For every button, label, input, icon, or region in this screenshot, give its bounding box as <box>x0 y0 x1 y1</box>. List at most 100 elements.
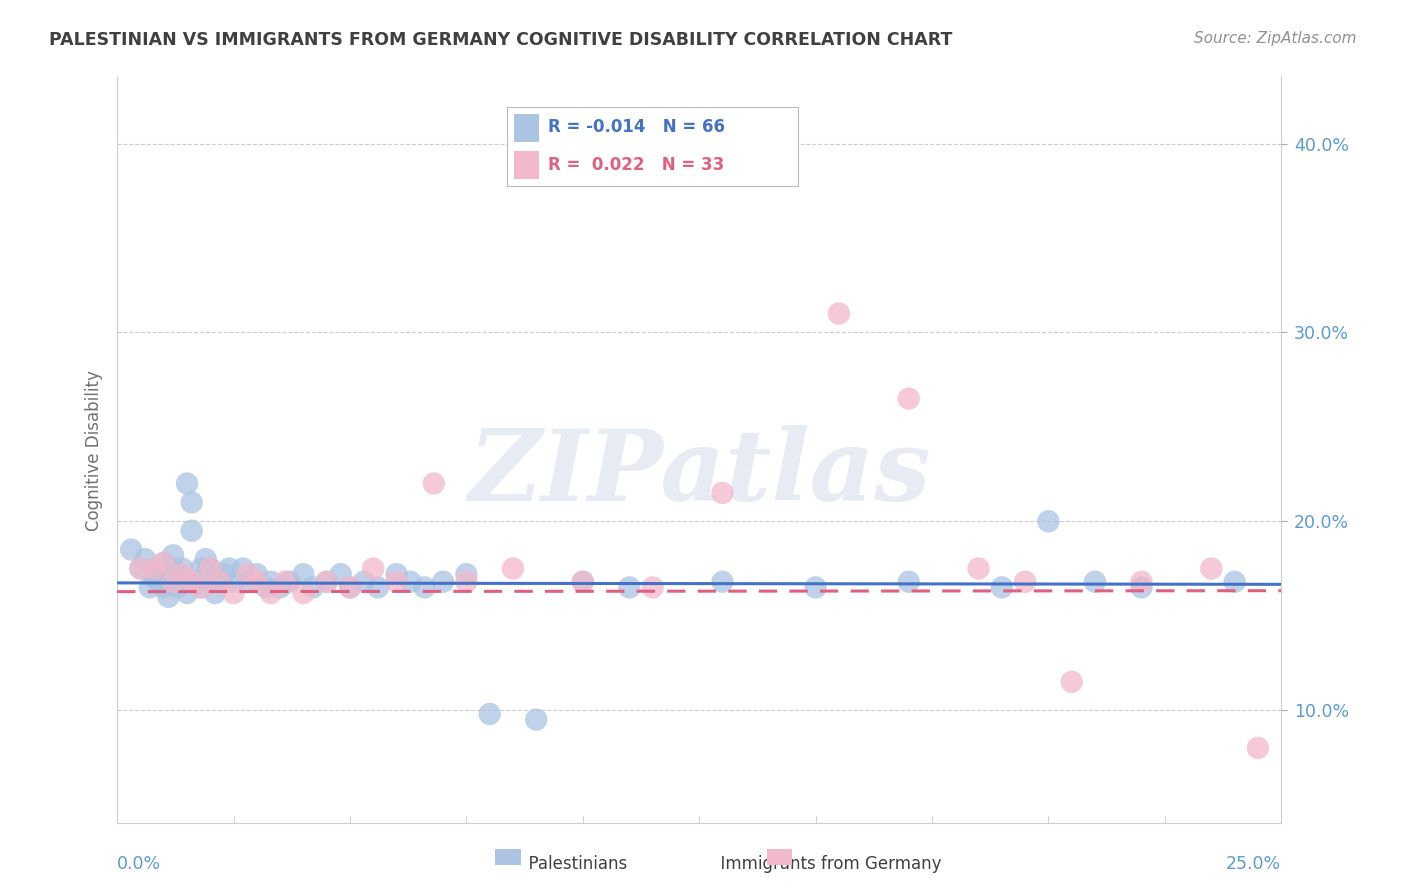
Point <box>204 586 226 600</box>
Text: Palestinians: Palestinians <box>517 855 627 872</box>
Point <box>180 574 202 589</box>
Point <box>129 561 152 575</box>
Point <box>172 567 194 582</box>
Point <box>711 486 734 500</box>
Point <box>1201 561 1223 575</box>
Point <box>148 574 170 589</box>
Point <box>200 561 222 575</box>
Point <box>619 581 641 595</box>
Point <box>166 581 188 595</box>
Point <box>180 524 202 538</box>
Point <box>711 574 734 589</box>
Point <box>274 574 297 589</box>
Point <box>208 574 231 589</box>
Point <box>143 571 166 585</box>
Y-axis label: Cognitive Disability: Cognitive Disability <box>86 370 103 531</box>
Point <box>260 574 283 589</box>
Point <box>1084 574 1107 589</box>
Point <box>432 574 454 589</box>
Point <box>180 495 202 509</box>
Point <box>232 561 254 575</box>
Point <box>456 574 478 589</box>
Point <box>157 574 180 589</box>
Point <box>148 567 170 582</box>
Point <box>423 476 446 491</box>
Point <box>292 586 315 600</box>
Point <box>190 581 212 595</box>
Point <box>120 542 142 557</box>
Point <box>152 571 174 585</box>
Point <box>278 574 301 589</box>
Point <box>385 567 408 582</box>
Point <box>176 476 198 491</box>
Point <box>143 561 166 575</box>
Point <box>315 574 337 589</box>
Point <box>222 574 245 589</box>
Point <box>246 567 269 582</box>
Point <box>190 561 212 575</box>
Text: ZIPatlas: ZIPatlas <box>468 425 931 521</box>
Point <box>367 581 389 595</box>
Point <box>208 574 231 589</box>
Point <box>353 574 375 589</box>
Point <box>222 586 245 600</box>
Point <box>236 567 259 582</box>
Point <box>292 567 315 582</box>
Point <box>991 581 1014 595</box>
Text: PALESTINIAN VS IMMIGRANTS FROM GERMANY COGNITIVE DISABILITY CORRELATION CHART: PALESTINIAN VS IMMIGRANTS FROM GERMANY C… <box>49 31 953 49</box>
Point <box>214 567 236 582</box>
Point <box>254 581 277 595</box>
Point <box>897 574 920 589</box>
Point <box>134 552 156 566</box>
Point <box>1130 574 1153 589</box>
Point <box>399 574 422 589</box>
Point <box>315 574 337 589</box>
Point <box>172 574 194 589</box>
Point <box>456 567 478 582</box>
Point <box>176 586 198 600</box>
Point <box>572 574 595 589</box>
Point <box>200 574 222 589</box>
Point <box>478 706 501 721</box>
Point <box>157 590 180 604</box>
Point <box>1060 674 1083 689</box>
Point <box>194 567 217 582</box>
Point <box>339 581 361 595</box>
Point <box>152 556 174 570</box>
Text: Immigrants from Germany: Immigrants from Germany <box>710 855 942 872</box>
Point <box>361 561 384 575</box>
Point <box>1247 740 1270 755</box>
Point <box>162 574 184 589</box>
Point <box>1014 574 1036 589</box>
Point <box>190 581 212 595</box>
Point <box>413 581 436 595</box>
Point <box>152 556 174 570</box>
Point <box>129 561 152 575</box>
Point <box>641 581 664 595</box>
Point <box>967 561 990 575</box>
Point <box>246 574 269 589</box>
Point <box>804 581 827 595</box>
Point <box>200 561 222 575</box>
Point <box>162 561 184 575</box>
Point <box>385 574 408 589</box>
Point <box>897 392 920 406</box>
Point <box>139 581 162 595</box>
Point <box>236 574 259 589</box>
Point <box>166 567 188 582</box>
Point <box>339 581 361 595</box>
Point <box>186 574 208 589</box>
Point <box>194 552 217 566</box>
Point <box>260 586 283 600</box>
Text: 25.0%: 25.0% <box>1226 855 1281 872</box>
Point <box>172 561 194 575</box>
Point <box>502 561 524 575</box>
Point <box>162 549 184 563</box>
Point <box>572 574 595 589</box>
Point <box>269 581 291 595</box>
Text: 0.0%: 0.0% <box>117 855 162 872</box>
Point <box>524 713 547 727</box>
Point <box>218 561 240 575</box>
Point <box>1038 514 1060 528</box>
Point <box>301 581 323 595</box>
